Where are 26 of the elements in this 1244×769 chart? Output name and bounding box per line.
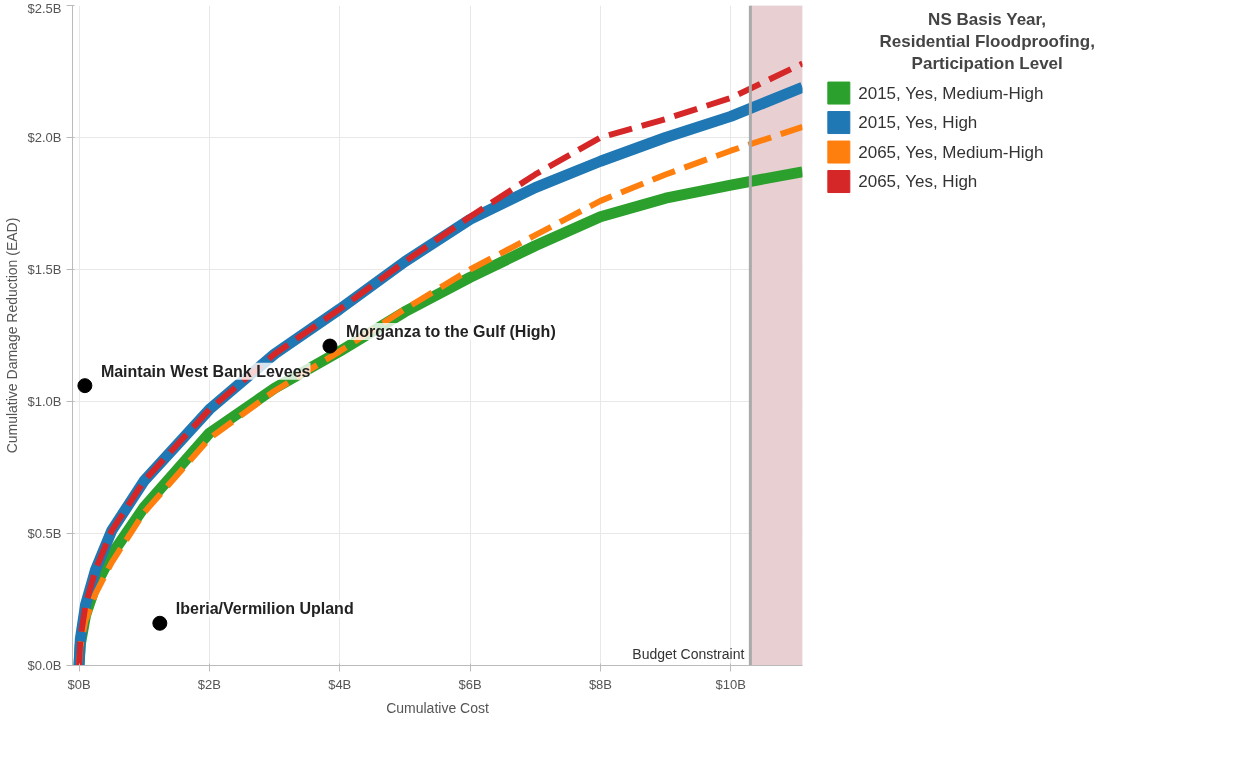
x-tick-label: $6B [458, 676, 482, 692]
y-tick-label: $0.5B [27, 526, 62, 541]
point [152, 615, 168, 631]
legend-label: 2065, Yes, Medium-High [858, 142, 1044, 162]
legend-label: 2065, Yes, High [858, 172, 978, 192]
x-tick-label: $4B [328, 676, 352, 692]
x-tick-label: $8B [588, 676, 613, 692]
y-axis-title: Cumulative Damage Reduction (EAD) [3, 217, 20, 454]
x-axis-title: Cumulative Cost [386, 699, 489, 716]
legend-title: NS Basis Year, Residential Floodproofing, Participation Level [879, 10, 1095, 73]
annotation: Morganza to the Gulf (High) [345, 323, 556, 341]
point [77, 378, 93, 394]
legend-label: 2015, Yes, High [858, 113, 978, 133]
y-tick-label: $2.5B [27, 0, 62, 16]
annotation: Maintain West Bank Levees [100, 362, 311, 380]
y-tick-label: $1.0B [27, 394, 62, 409]
point [322, 338, 338, 354]
ref-line-label: Budget Constraint [632, 645, 745, 662]
y-tick-label: $1.5B [27, 262, 62, 277]
x-tick-label: $2B [197, 676, 221, 692]
y-tick-label: $0.0B [27, 658, 62, 673]
x-tick-label: $10B [715, 676, 746, 692]
legend-label: 2015, Yes, Medium-High [858, 83, 1044, 103]
y-tick-label: $2.0B [27, 130, 62, 145]
x-tick-label: $0B [67, 676, 91, 692]
annotation: Iberia/Vermilion Upland [175, 600, 354, 618]
